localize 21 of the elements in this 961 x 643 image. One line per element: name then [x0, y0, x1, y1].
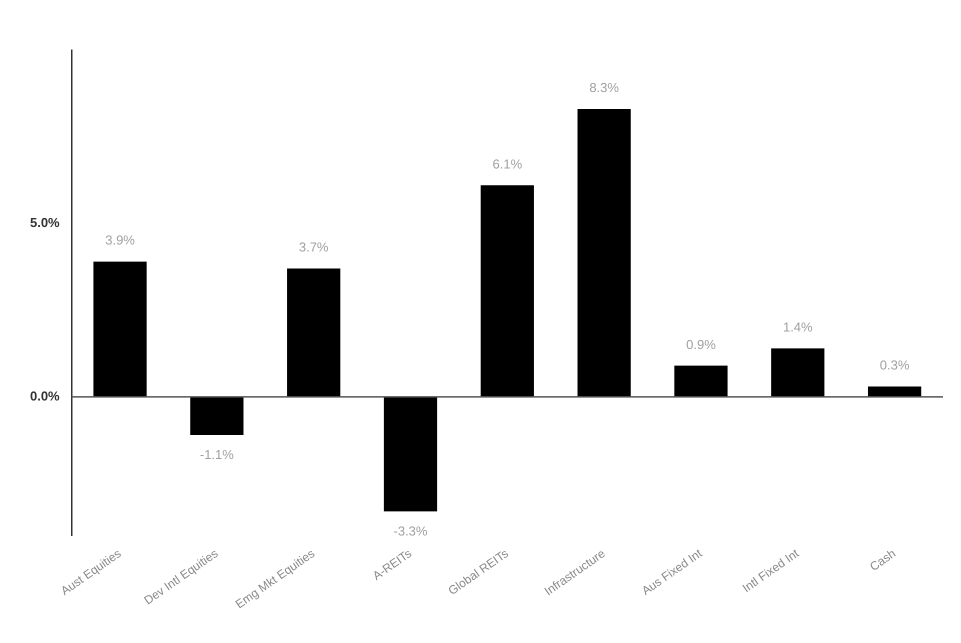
data-label: 6.1%	[492, 156, 523, 172]
data-label: -3.3%	[394, 523, 428, 538]
bar	[578, 108, 631, 397]
x-tick-label: Cash	[867, 546, 898, 574]
data-label: 3.9%	[105, 232, 136, 248]
bar	[771, 348, 824, 397]
y-tick-label: 5.0%	[30, 215, 60, 230]
data-label: 1.4%	[782, 319, 814, 334]
bar	[93, 262, 147, 397]
y-tick-label: 0.0%	[30, 388, 60, 404]
bar	[868, 386, 922, 397]
data-label: 0.3%	[880, 358, 910, 373]
data-label: 8.3%	[589, 80, 620, 96]
data-label: 3.7%	[298, 240, 329, 255]
bar	[287, 268, 340, 397]
data-label: 0.9%	[686, 336, 716, 352]
bar	[384, 396, 438, 512]
bar	[480, 185, 534, 397]
bar	[190, 396, 244, 436]
data-label: -1.1%	[200, 447, 234, 462]
bar	[674, 366, 728, 397]
